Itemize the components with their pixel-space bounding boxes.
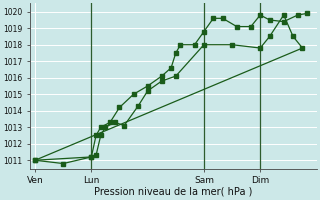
X-axis label: Pression niveau de la mer( hPa ): Pression niveau de la mer( hPa ) <box>94 187 252 197</box>
